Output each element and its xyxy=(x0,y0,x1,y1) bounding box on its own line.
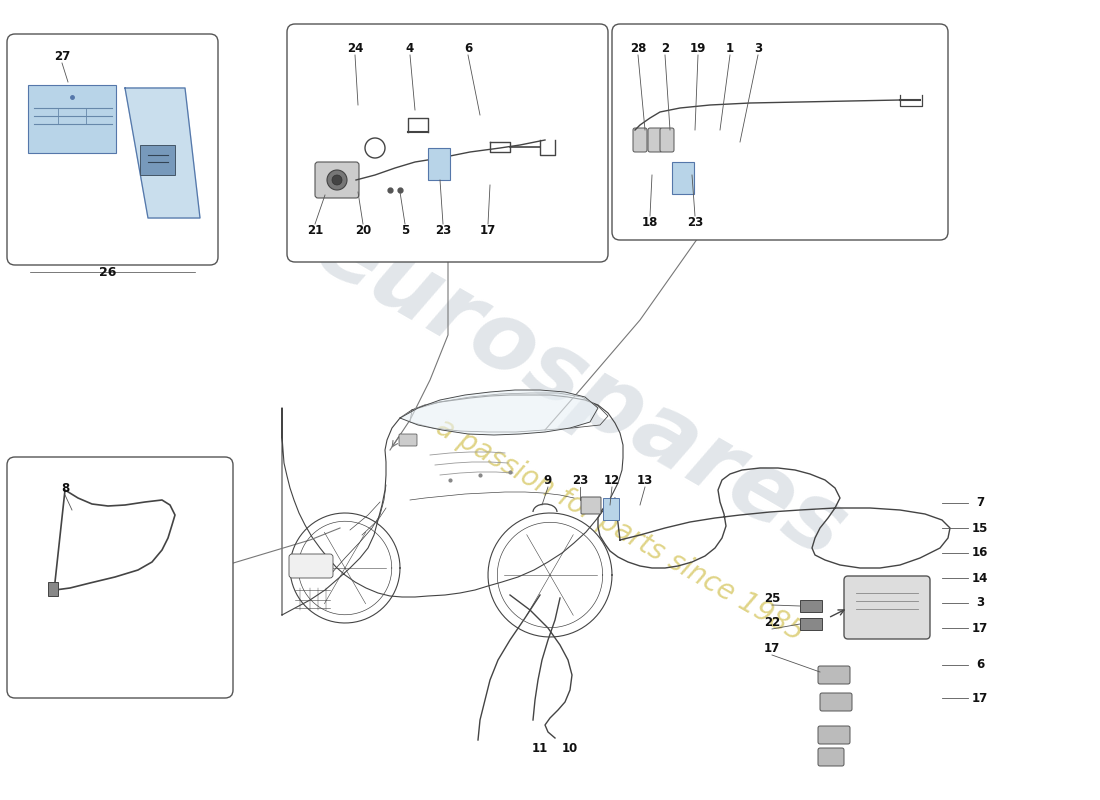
FancyBboxPatch shape xyxy=(672,162,694,194)
Text: 23: 23 xyxy=(434,223,451,237)
Text: 22: 22 xyxy=(763,615,780,629)
Text: 5: 5 xyxy=(400,223,409,237)
FancyBboxPatch shape xyxy=(399,434,417,446)
Text: 13: 13 xyxy=(637,474,653,486)
FancyBboxPatch shape xyxy=(7,34,218,265)
Polygon shape xyxy=(140,145,175,175)
FancyBboxPatch shape xyxy=(818,726,850,744)
Text: 18: 18 xyxy=(641,215,658,229)
Text: 7: 7 xyxy=(976,497,984,510)
FancyBboxPatch shape xyxy=(428,148,450,180)
Text: 6: 6 xyxy=(976,658,984,671)
FancyBboxPatch shape xyxy=(603,498,619,520)
FancyBboxPatch shape xyxy=(800,618,822,630)
FancyBboxPatch shape xyxy=(818,748,844,766)
Text: 16: 16 xyxy=(971,546,988,559)
Text: 17: 17 xyxy=(972,622,988,634)
FancyBboxPatch shape xyxy=(287,24,608,262)
Circle shape xyxy=(327,170,346,190)
Text: 10: 10 xyxy=(562,742,579,754)
Text: 6: 6 xyxy=(464,42,472,54)
Text: eurospares: eurospares xyxy=(298,201,861,579)
Polygon shape xyxy=(400,390,598,435)
Text: 28: 28 xyxy=(630,42,646,54)
Text: 24: 24 xyxy=(346,42,363,54)
Text: 8: 8 xyxy=(60,482,69,494)
Text: 3: 3 xyxy=(754,42,762,54)
Text: 27: 27 xyxy=(54,50,70,63)
Text: 3: 3 xyxy=(976,597,984,610)
FancyBboxPatch shape xyxy=(660,128,674,152)
FancyBboxPatch shape xyxy=(581,497,601,514)
Polygon shape xyxy=(125,88,200,218)
FancyBboxPatch shape xyxy=(612,24,948,240)
Text: 20: 20 xyxy=(355,223,371,237)
FancyBboxPatch shape xyxy=(818,666,850,684)
FancyBboxPatch shape xyxy=(7,457,233,698)
FancyBboxPatch shape xyxy=(800,600,822,612)
FancyBboxPatch shape xyxy=(315,162,359,198)
Text: 9: 9 xyxy=(543,474,552,486)
Text: 17: 17 xyxy=(972,691,988,705)
Text: 17: 17 xyxy=(480,223,496,237)
Circle shape xyxy=(332,175,342,185)
Text: 23: 23 xyxy=(686,215,703,229)
Text: 11: 11 xyxy=(532,742,548,754)
Text: a passion for parts since 1985: a passion for parts since 1985 xyxy=(431,413,808,647)
Text: 26: 26 xyxy=(99,266,117,278)
Text: 23: 23 xyxy=(572,474,588,486)
Text: 15: 15 xyxy=(971,522,988,534)
Text: 4: 4 xyxy=(406,42,414,54)
FancyBboxPatch shape xyxy=(28,85,115,153)
Text: 25: 25 xyxy=(763,591,780,605)
Text: 12: 12 xyxy=(604,474,620,486)
FancyBboxPatch shape xyxy=(48,582,58,596)
Text: 21: 21 xyxy=(307,223,323,237)
FancyBboxPatch shape xyxy=(844,576,930,639)
FancyBboxPatch shape xyxy=(632,128,647,152)
Text: 19: 19 xyxy=(690,42,706,54)
Text: 14: 14 xyxy=(971,571,988,585)
Text: 17: 17 xyxy=(763,642,780,654)
FancyBboxPatch shape xyxy=(820,693,852,711)
FancyBboxPatch shape xyxy=(289,554,333,578)
Text: 1: 1 xyxy=(726,42,734,54)
FancyBboxPatch shape xyxy=(648,128,662,152)
Text: 2: 2 xyxy=(661,42,669,54)
